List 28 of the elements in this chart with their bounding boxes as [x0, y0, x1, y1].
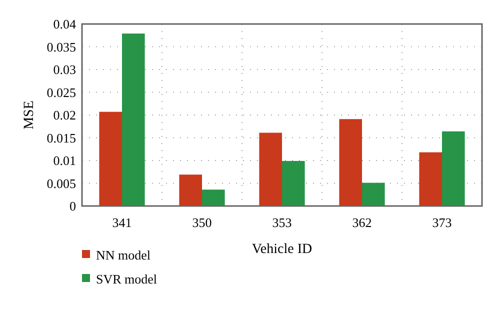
bar	[259, 132, 282, 206]
bar	[339, 119, 362, 206]
x-tick-label: 353	[272, 215, 292, 230]
bar	[442, 131, 465, 206]
legend-label: NN model	[96, 248, 151, 263]
legend-label: SVR model	[96, 272, 158, 287]
x-tick-label: 341	[112, 215, 132, 230]
y-tick-label: 0.04	[53, 16, 76, 32]
y-tick-label: 0.005	[46, 176, 76, 191]
y-tick-label: 0.035	[46, 39, 76, 54]
bar	[362, 182, 385, 206]
bar	[99, 112, 122, 206]
x-tick-label: 350	[192, 215, 212, 230]
bar	[282, 160, 305, 206]
y-tick-label: 0.01	[53, 153, 76, 168]
y-tick-label: 0.025	[46, 84, 76, 100]
bar	[419, 152, 442, 206]
bar	[179, 174, 202, 206]
bar	[202, 190, 225, 206]
y-tick-label: 0	[70, 198, 76, 214]
y-tick-label: 0.015	[46, 130, 76, 146]
y-tick-label: 0.03	[53, 62, 76, 78]
x-axis-title: Vehicle ID	[252, 242, 312, 257]
y-tick-label: 0.02	[53, 108, 76, 123]
x-tick-label: 362	[352, 215, 372, 230]
bar	[122, 34, 145, 206]
x-tick-label: 373	[432, 215, 452, 230]
y-axis-title: MSE	[22, 100, 37, 130]
